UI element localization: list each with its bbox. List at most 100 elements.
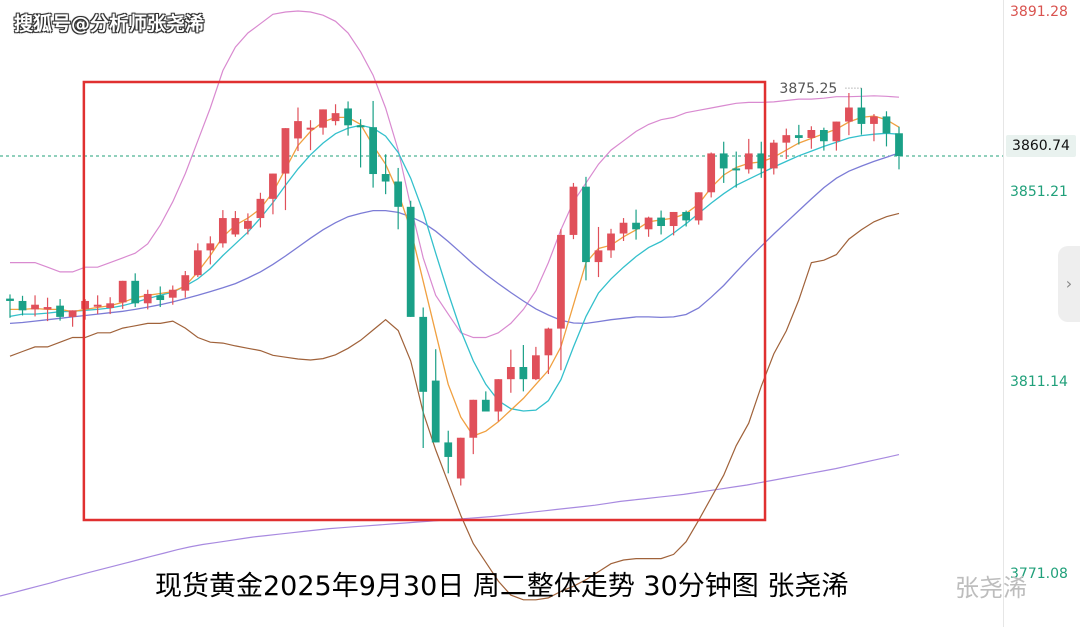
candle-body bbox=[68, 310, 77, 317]
candle bbox=[481, 391, 490, 412]
candle-body bbox=[782, 135, 791, 143]
candle-body bbox=[594, 250, 603, 263]
candle-body bbox=[456, 437, 465, 479]
candle bbox=[632, 209, 640, 240]
candle bbox=[106, 297, 115, 315]
candle-body bbox=[281, 128, 290, 174]
candle-body bbox=[369, 127, 377, 175]
candle-body bbox=[256, 198, 265, 219]
chevron-right-icon[interactable]: › bbox=[1058, 246, 1080, 322]
candle-body bbox=[131, 280, 140, 304]
candle bbox=[456, 437, 465, 486]
caption-watermark: 张尧浠 bbox=[955, 574, 1027, 602]
candle-body bbox=[794, 135, 803, 138]
candle-body bbox=[93, 304, 102, 307]
candle-body bbox=[344, 108, 352, 126]
candle-body bbox=[544, 328, 553, 356]
ma-slow-line bbox=[9, 152, 900, 325]
candle bbox=[782, 128, 791, 160]
candle-body bbox=[845, 107, 853, 122]
bb-lower-line bbox=[9, 212, 900, 601]
candle-body bbox=[6, 298, 14, 301]
candle bbox=[569, 182, 578, 240]
candle bbox=[344, 101, 352, 136]
candle-body bbox=[481, 399, 490, 412]
candle bbox=[18, 295, 27, 316]
candle bbox=[319, 109, 327, 135]
axis-label-mid1: 3851.21 bbox=[1010, 184, 1068, 200]
candle bbox=[832, 121, 841, 151]
candle bbox=[532, 346, 540, 381]
candle-body bbox=[431, 380, 440, 443]
candle bbox=[181, 270, 190, 298]
candle bbox=[769, 139, 778, 175]
candle-body bbox=[469, 399, 478, 438]
candle bbox=[506, 349, 515, 393]
candle-body bbox=[807, 130, 816, 138]
candle-body bbox=[218, 218, 227, 244]
candle bbox=[494, 379, 503, 422]
candle-body bbox=[707, 153, 716, 193]
candle bbox=[269, 173, 277, 215]
candle bbox=[669, 211, 678, 236]
bb-upper-line bbox=[10, 10, 900, 339]
candle-body bbox=[193, 250, 202, 276]
candle bbox=[93, 295, 102, 315]
candle bbox=[807, 126, 816, 149]
candle-body bbox=[43, 307, 52, 310]
candle bbox=[557, 229, 565, 371]
candle-body bbox=[306, 127, 315, 130]
candle bbox=[469, 399, 478, 455]
candle-body bbox=[732, 168, 741, 171]
candle bbox=[81, 299, 90, 320]
candle-body bbox=[506, 367, 515, 380]
candle-body bbox=[294, 121, 302, 139]
candle bbox=[356, 119, 365, 168]
candle-body bbox=[895, 133, 903, 157]
candle-body bbox=[244, 220, 252, 229]
highlight-box bbox=[82, 80, 767, 522]
candle bbox=[707, 152, 716, 198]
candle bbox=[519, 344, 528, 392]
candle bbox=[193, 243, 202, 278]
candle-body bbox=[757, 153, 766, 169]
candle bbox=[68, 310, 77, 327]
candle bbox=[406, 200, 415, 317]
candle bbox=[419, 307, 428, 449]
candle-body bbox=[56, 305, 64, 317]
candle-body bbox=[206, 243, 215, 251]
candle bbox=[256, 192, 265, 228]
candle bbox=[118, 280, 127, 309]
candle-body bbox=[18, 300, 27, 311]
candle-body bbox=[607, 233, 615, 251]
candle-body bbox=[494, 379, 503, 412]
candle-body bbox=[381, 174, 390, 182]
candle bbox=[682, 210, 691, 227]
candle-body bbox=[231, 218, 240, 235]
candle bbox=[819, 127, 828, 151]
axis-label-top: 3891.28 bbox=[1010, 4, 1068, 20]
candle-body bbox=[682, 211, 691, 221]
candle bbox=[156, 286, 165, 308]
current-price-tag: 3860.74 bbox=[1006, 135, 1076, 157]
candle bbox=[794, 124, 803, 145]
candle bbox=[168, 285, 177, 305]
candle-body bbox=[657, 217, 665, 227]
candle bbox=[757, 141, 766, 178]
candle bbox=[694, 192, 703, 225]
candlestick-series bbox=[6, 88, 903, 486]
candle-body bbox=[394, 181, 403, 207]
candle bbox=[6, 294, 14, 318]
gold-price-chart[interactable]: 3875.25 bbox=[0, 0, 1003, 627]
candle-body bbox=[557, 234, 565, 329]
candle-body bbox=[31, 304, 39, 310]
candle-body bbox=[331, 113, 340, 122]
candle-body bbox=[419, 316, 428, 392]
candle-body bbox=[118, 280, 127, 303]
candle bbox=[306, 120, 315, 151]
candle-body bbox=[143, 293, 152, 304]
candle-body bbox=[168, 289, 177, 298]
candle-body bbox=[81, 300, 90, 309]
candle bbox=[56, 299, 64, 321]
candle-body bbox=[569, 186, 578, 235]
